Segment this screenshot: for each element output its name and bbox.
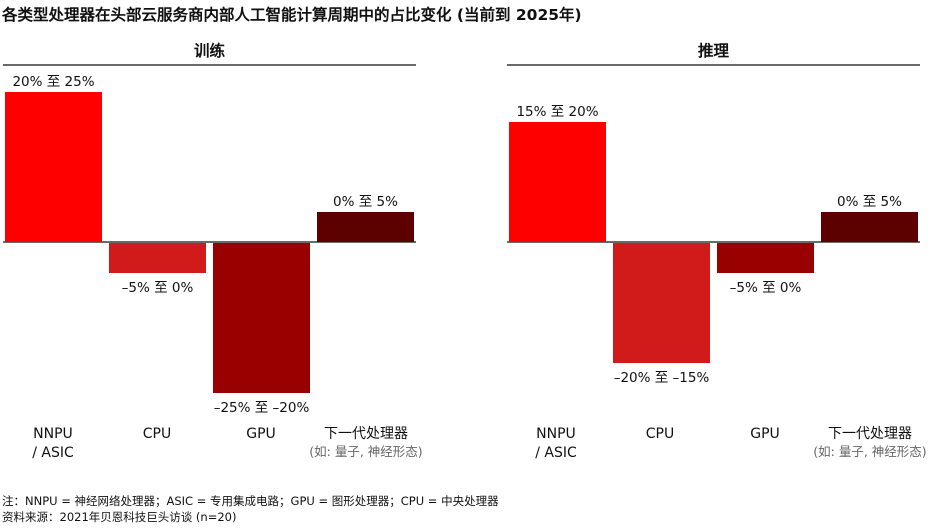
footnote-source: 资料来源：2021年贝恩科技巨头访谈 (n=20) [2, 510, 237, 524]
bar [717, 243, 814, 273]
bar [509, 122, 606, 242]
data-label: 0% 至 5% [837, 194, 902, 210]
data-label: –5% 至 0% [122, 280, 194, 296]
panel-title: 推理 [698, 41, 730, 60]
footnotes: 注：NNPU = 神经网络处理器；ASIC = 专用集成电路；GPU = 图形处… [2, 493, 499, 525]
category-sublabel: (如: 量子, 神经形态) [309, 444, 422, 459]
category-label: GPU [750, 426, 780, 442]
category-label: / ASIC [32, 445, 74, 461]
bar [613, 243, 710, 363]
category-sublabel: (如: 量子, 神经形态) [813, 444, 926, 459]
data-label: 0% 至 5% [333, 194, 398, 210]
data-label: –20% 至 –15% [614, 370, 710, 386]
category-label: NNPU [33, 426, 73, 442]
data-label: –5% 至 0% [730, 280, 802, 296]
category-label: GPU [246, 426, 276, 442]
footnote-definitions: 注：NNPU = 神经网络处理器；ASIC = 专用集成电路；GPU = 图形处… [2, 494, 499, 508]
panel-title: 训练 [194, 41, 226, 60]
bar [109, 243, 206, 273]
bar [5, 92, 102, 242]
bar [213, 243, 310, 393]
data-label: 15% 至 20% [516, 104, 598, 120]
category-label: 下一代处理器 [324, 426, 408, 442]
bar [317, 212, 414, 242]
data-label: –25% 至 –20% [214, 400, 310, 416]
category-label: 下一代处理器 [828, 426, 912, 442]
data-label: 20% 至 25% [12, 74, 94, 90]
bar [821, 212, 918, 242]
chart-title: 各类型处理器在头部云服务商内部人工智能计算周期中的占比变化 (当前到 2025年… [2, 6, 582, 24]
category-label: CPU [646, 426, 674, 442]
category-label: NNPU [536, 426, 576, 442]
category-label: / ASIC [535, 445, 577, 461]
category-label: CPU [143, 426, 171, 442]
